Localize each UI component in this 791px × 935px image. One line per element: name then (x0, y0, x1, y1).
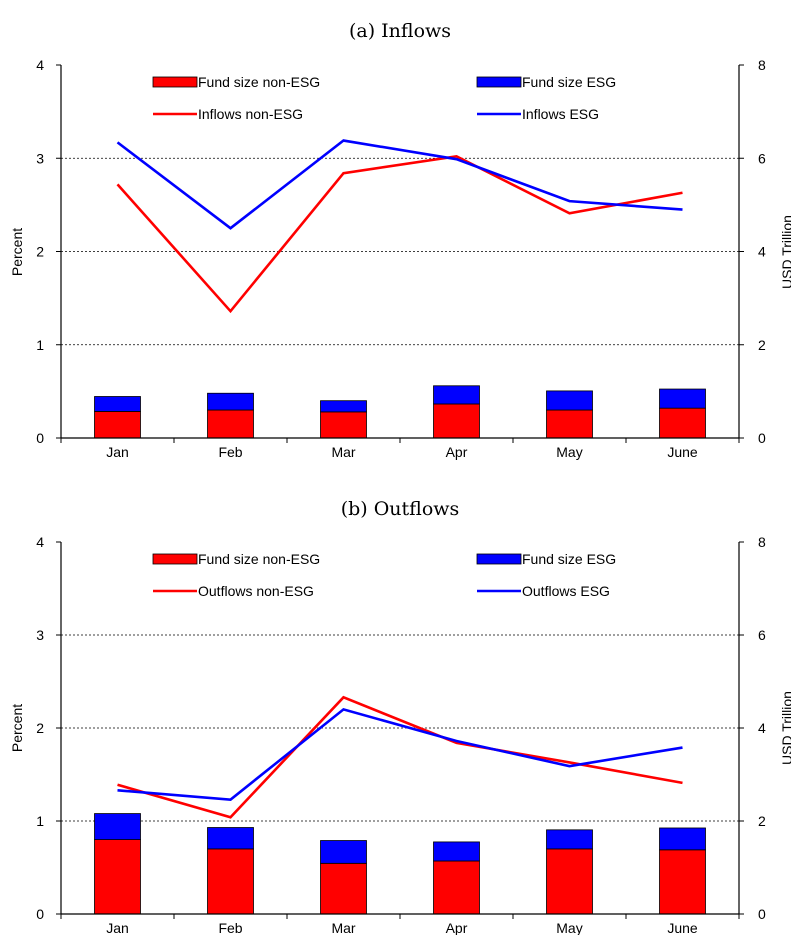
y-tick-label: 2 (36, 244, 44, 260)
legend-label: Fund size ESG (522, 74, 616, 90)
legend-label: Fund size ESG (522, 551, 616, 567)
bar-segment (320, 400, 367, 413)
bar-segment (433, 385, 480, 405)
panel-title: (b) Outflows (341, 498, 460, 520)
bar-segment (433, 841, 480, 862)
legend-swatch (476, 76, 522, 88)
bar-segment (546, 390, 593, 411)
panel-title: (a) Inflows (349, 20, 451, 42)
y2-tick-label: 6 (758, 627, 766, 643)
bar-segment (320, 840, 367, 864)
series-line (117, 695, 683, 819)
legend-label: Outflows non-ESG (198, 583, 314, 599)
left-axis-label: Percent (9, 228, 25, 276)
legend-label: Fund size non-ESG (198, 551, 320, 567)
y-tick-label: 1 (36, 813, 44, 829)
bar-segment (320, 862, 367, 915)
x-tick-label: Apr (446, 920, 468, 935)
x-tick-label: June (667, 920, 698, 935)
series-line (116, 155, 683, 314)
x-tick-label: Jan (106, 444, 129, 460)
y2-tick-label: 0 (758, 430, 766, 446)
bar-segment (546, 409, 593, 439)
y-tick-label: 1 (36, 337, 44, 353)
x-tick-label: Feb (218, 920, 242, 935)
bar-segment (94, 813, 141, 840)
x-tick-label: May (556, 920, 582, 935)
legend-swatch (476, 553, 522, 565)
bar-segment (546, 829, 593, 850)
x-tick-label: Mar (331, 920, 355, 935)
legend-swatch (152, 76, 198, 88)
y-tick-label: 3 (36, 150, 44, 166)
y2-tick-label: 4 (758, 720, 766, 736)
bar-segment (433, 860, 480, 915)
panel-inflows: (a) Inflows Percent USD Trillion 0 1 2 3 4 0 2… (9, 20, 791, 460)
plot-area: 0 1 2 3 4 0 2 4 6 8 Jan Feb Mar Apr May June Fund size n… (36, 534, 766, 935)
x-tick-label: Jan (106, 920, 129, 935)
y2-tick-label: 2 (758, 813, 766, 829)
y2-tick-label: 6 (758, 150, 766, 166)
right-axis-label: USD Trillion (779, 215, 791, 289)
legend-label: Inflows ESG (522, 106, 599, 122)
bar-segment (94, 839, 141, 915)
x-tick-label: Mar (331, 444, 355, 460)
bar-segment (320, 411, 367, 439)
bar-segment (659, 849, 706, 915)
y-tick-label: 2 (36, 720, 44, 736)
series-line (117, 707, 683, 801)
series-line (116, 139, 683, 230)
left-axis-label: Percent (9, 704, 25, 752)
y2-tick-label: 2 (758, 337, 766, 353)
y2-tick-label: 4 (758, 244, 766, 260)
legend: Fund size non-ESG Fund size ESG Outflows n… (152, 551, 616, 599)
y2-tick-label: 0 (758, 906, 766, 922)
bar-segment (207, 392, 254, 411)
bar-segment (659, 388, 706, 409)
y-tick-label: 0 (36, 906, 44, 922)
bar-segment (94, 396, 141, 412)
y-tick-label: 4 (36, 57, 44, 73)
bar-segment (659, 827, 706, 851)
panel-outflows: (b) Outflows Percent USD Trillion 012340… (9, 498, 791, 935)
right-axis-label: USD Trillion (779, 691, 791, 765)
legend-label: Outflows ESG (522, 583, 610, 599)
y-tick-label: 3 (36, 627, 44, 643)
y-tick-label: 0 (36, 430, 44, 446)
bar-segment (94, 411, 141, 439)
x-tick-label: Apr (446, 444, 468, 460)
bar-segment (207, 409, 254, 439)
y2-tick-label: 8 (758, 534, 766, 550)
legend: Fund size non-ESG Fund size ESG Inflows no… (152, 74, 616, 122)
legend-label: Fund size non-ESG (198, 74, 320, 90)
bar-segment (546, 848, 593, 915)
x-tick-label: June (667, 444, 698, 460)
y2-tick-label: 8 (758, 57, 766, 73)
plot-area: 0 1 2 3 4 0 2 4 6 8 Jan Feb Mar Apr May June Fund size n… (36, 57, 766, 460)
y-tick-label: 4 (36, 534, 44, 550)
x-tick-label: May (556, 444, 582, 460)
bar-segment (433, 403, 480, 439)
x-tick-label: Feb (218, 444, 242, 460)
legend-label: Inflows non-ESG (198, 106, 303, 122)
bar-segment (207, 827, 254, 850)
legend-swatch (152, 553, 198, 565)
bar-segment (207, 848, 254, 915)
bar-segment (659, 407, 706, 439)
